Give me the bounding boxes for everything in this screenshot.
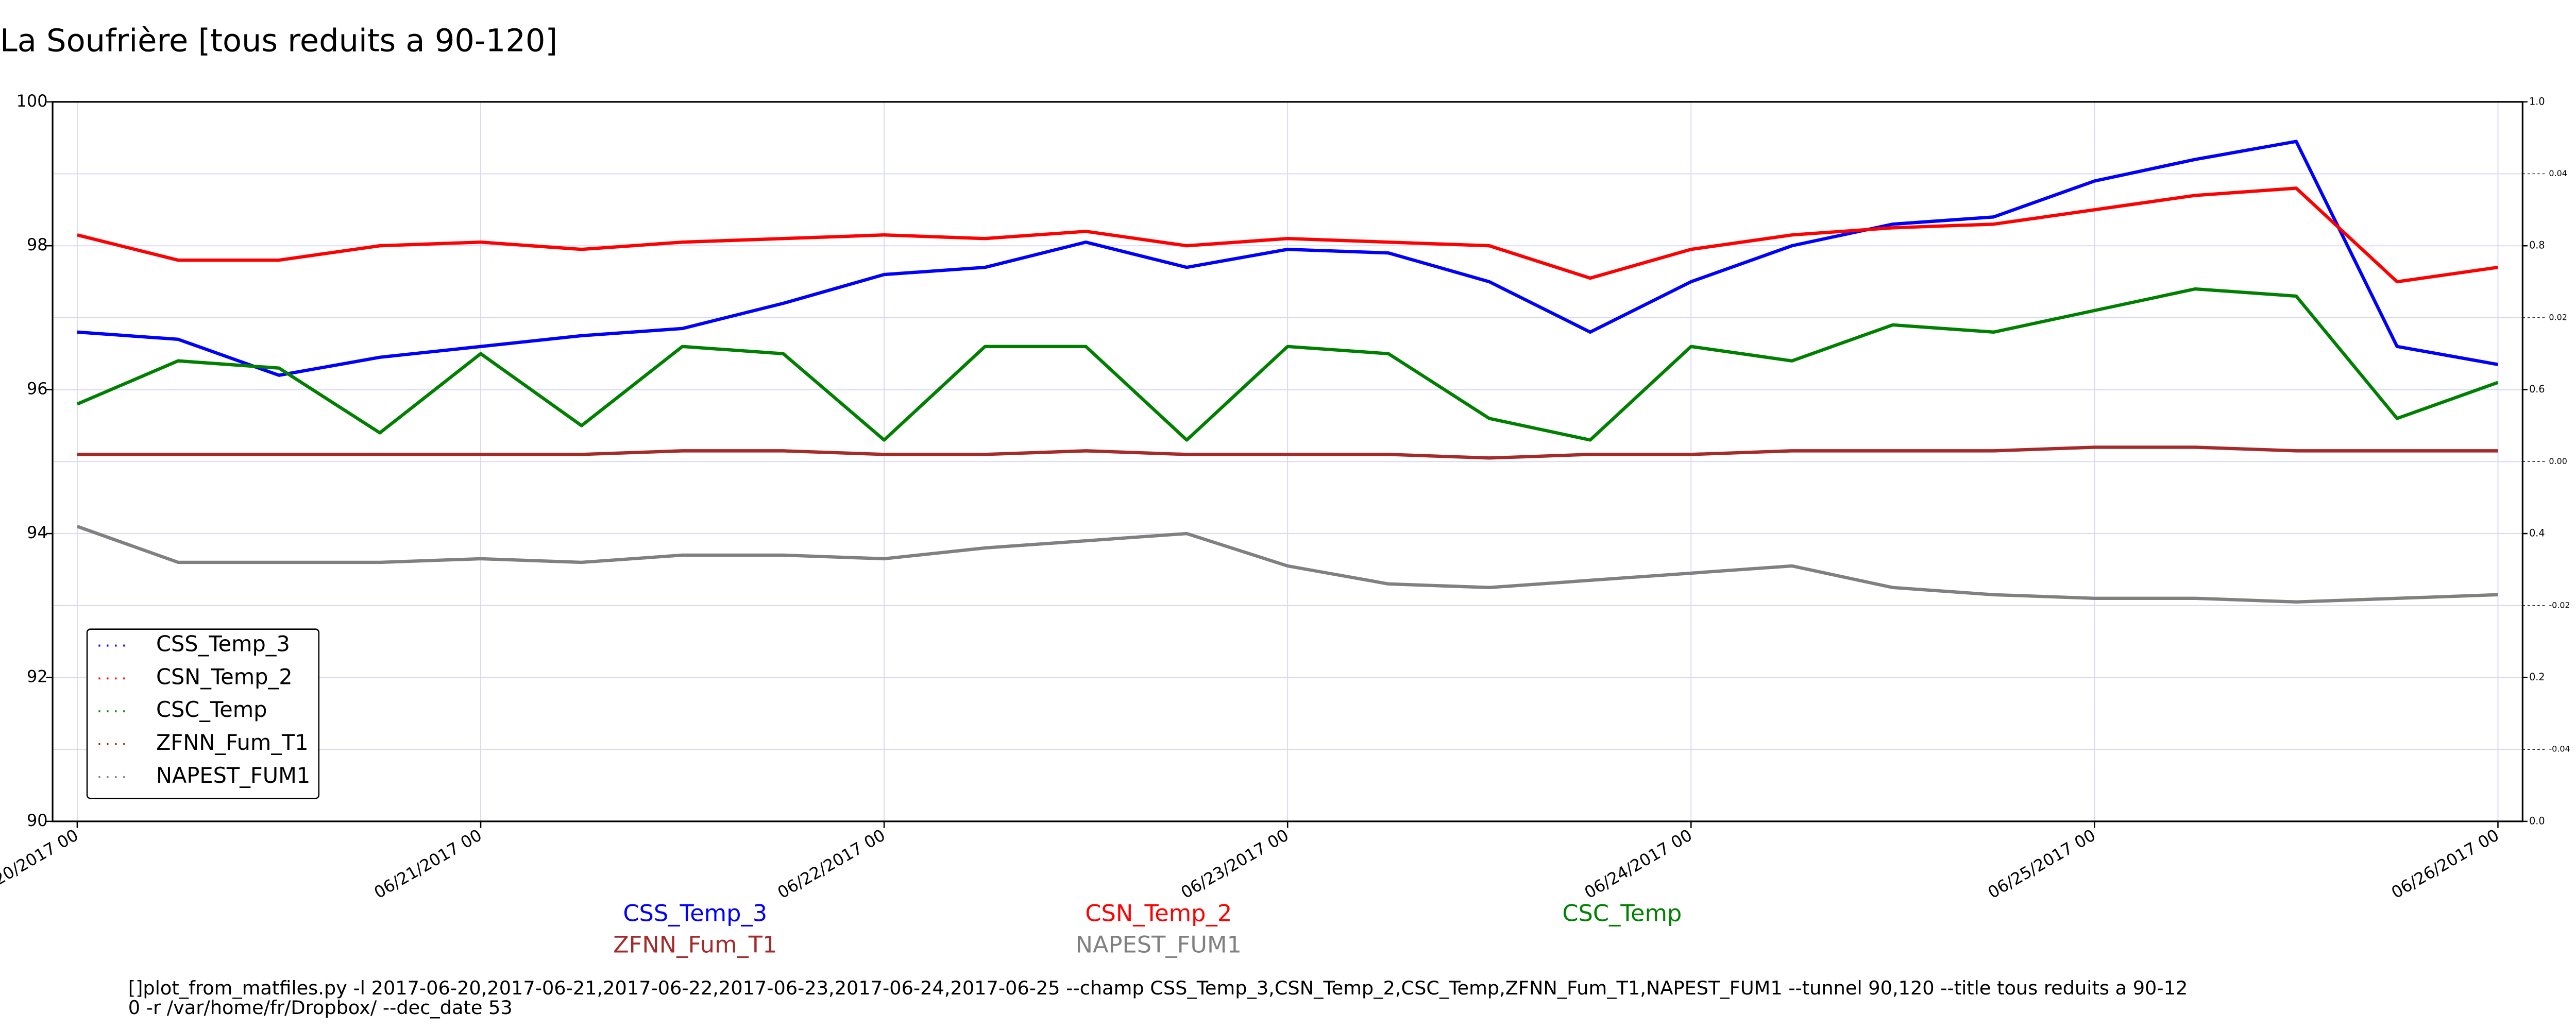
plot-frame bbox=[52, 101, 2523, 822]
y-tick-label: 100 bbox=[16, 91, 48, 111]
y2-tick-label: 1.0 bbox=[2529, 95, 2545, 107]
y3-tick-label: -0.04 bbox=[2549, 744, 2570, 754]
y-tick-label: 96 bbox=[27, 379, 48, 399]
y3-tick-label: 0.00 bbox=[2549, 456, 2567, 466]
legend-box bbox=[86, 628, 320, 799]
series-line bbox=[76, 525, 2498, 604]
y3-tick-label: 0.02 bbox=[2549, 312, 2567, 322]
command-line: 0 -r /var/home/fr/Dropbox/ --dec_date 53 bbox=[128, 997, 513, 1019]
y2-tick-label: 0.6 bbox=[2529, 383, 2545, 395]
series-name: ZFNN_Fum_T1 bbox=[613, 931, 777, 958]
y2-tick-label: 0.2 bbox=[2529, 671, 2545, 683]
command-line: []plot_from_matfiles.py -l 2017-06-20,20… bbox=[128, 977, 2188, 999]
y2-tick-label: 0.0 bbox=[2529, 815, 2545, 827]
legend-label: ZFNN_Fum_T1 bbox=[156, 730, 309, 755]
legend-label: CSS_Temp_3 bbox=[156, 632, 290, 657]
x-tick-label: 06/26/2017 00 bbox=[2388, 825, 2502, 902]
x-tick-label: 06/24/2017 00 bbox=[1581, 825, 1696, 902]
legend-label: CSN_Temp_2 bbox=[156, 664, 293, 689]
series-line bbox=[77, 186, 2498, 284]
y3-tick-label: -0.02 bbox=[2549, 600, 2570, 610]
series-name: CSS_Temp_3 bbox=[623, 900, 767, 927]
y2-tick-label: 0.4 bbox=[2529, 527, 2545, 539]
series-name: CSC_Temp bbox=[1562, 900, 1682, 927]
series-name: CSN_Temp_2 bbox=[1085, 900, 1232, 927]
chart-title: La Soufrière [tous reduits a 90-120] bbox=[0, 23, 557, 59]
legend-label: NAPEST_FUM1 bbox=[156, 763, 310, 788]
x-tick-label: 06/23/2017 00 bbox=[1178, 825, 1292, 902]
y-tick-label: 90 bbox=[27, 811, 48, 830]
series-line bbox=[77, 445, 2498, 460]
x-tick-label: 06/22/2017 00 bbox=[774, 825, 889, 902]
series-line bbox=[77, 140, 2499, 377]
y2-tick-label: 0.8 bbox=[2529, 239, 2545, 251]
x-tick-label: 06/20/2017 00 bbox=[0, 825, 81, 902]
series-name: NAPEST_FUM1 bbox=[1076, 931, 1242, 958]
series-line bbox=[76, 287, 2499, 442]
y-tick-label: 92 bbox=[27, 666, 48, 686]
y3-tick-label: 0.04 bbox=[2549, 168, 2567, 178]
x-tick-label: 06/21/2017 00 bbox=[371, 825, 485, 902]
x-tick-label: 06/25/2017 00 bbox=[1985, 825, 2099, 902]
y-tick-label: 98 bbox=[27, 235, 48, 254]
y-tick-label: 94 bbox=[27, 523, 48, 542]
legend-label: CSC_Temp bbox=[156, 697, 267, 722]
